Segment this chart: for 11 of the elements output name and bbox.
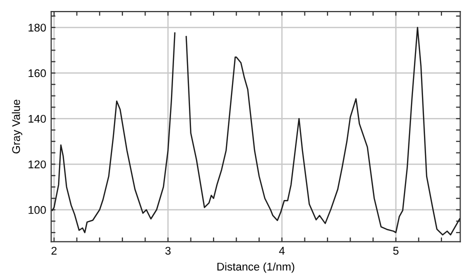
y-tick-label: 180 (28, 24, 46, 32)
x-tick-label: 5 (393, 246, 398, 255)
y-tick-label: 100 (28, 206, 46, 214)
y-tick-label: 160 (28, 69, 46, 78)
y-tick-label: 120 (28, 160, 46, 168)
x-tick-label: 4 (279, 246, 285, 255)
x-tick-label: 2 (52, 246, 57, 255)
y-tick-label: 140 (28, 114, 46, 123)
x-tick-label: 3 (165, 246, 171, 255)
y-axis-title: Gray Value (12, 100, 22, 154)
x-axis-title: Distance (1/nm) (217, 262, 294, 273)
